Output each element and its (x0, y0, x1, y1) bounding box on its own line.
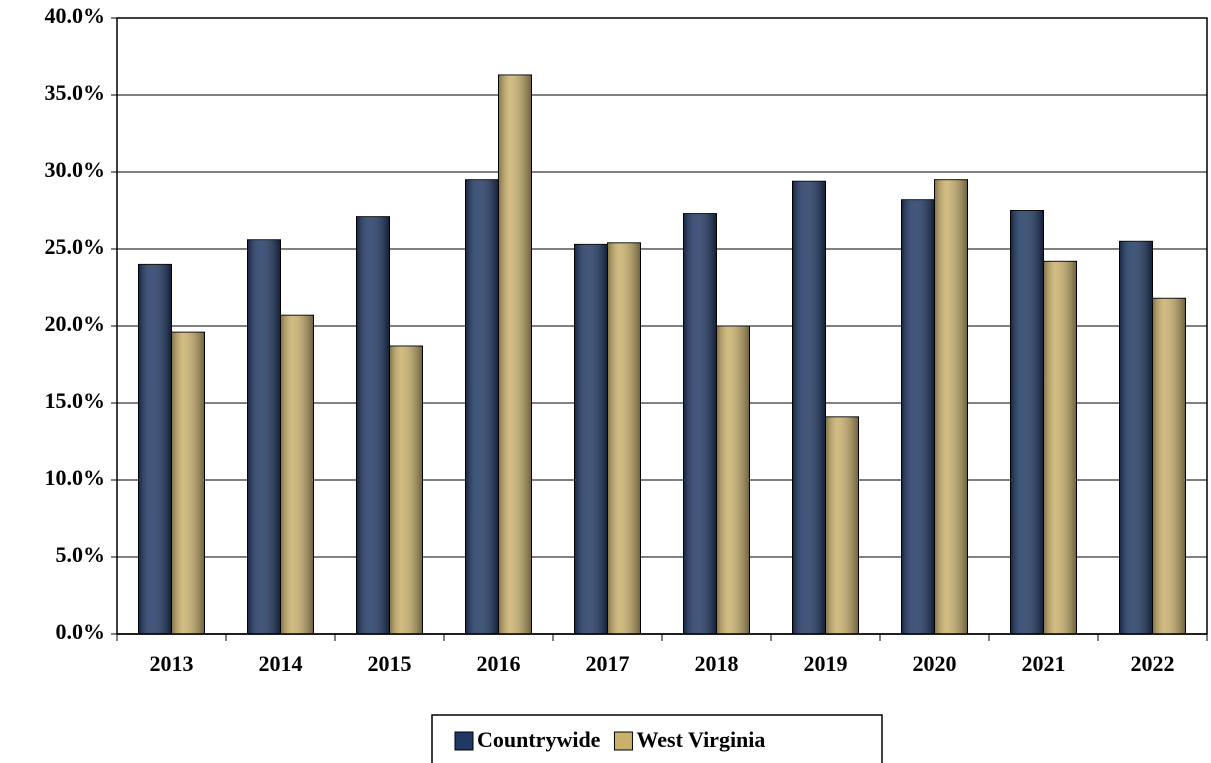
bar-shade (716, 326, 750, 634)
legend-swatch (454, 731, 474, 751)
bar-shade (171, 332, 205, 634)
y-tick-label: 35.0% (45, 80, 106, 105)
y-tick-label: 20.0% (45, 311, 106, 336)
bar-shade (574, 244, 608, 634)
x-tick-label: 2015 (368, 651, 412, 676)
bar-shade (465, 179, 499, 634)
bar-shade (934, 179, 968, 634)
legend-label: Countrywide (477, 727, 601, 752)
x-tick-label: 2018 (695, 651, 739, 676)
x-tick-label: 2014 (259, 651, 303, 676)
bar-shade (901, 199, 935, 634)
x-tick-label: 2016 (477, 651, 521, 676)
bar-shade (825, 416, 859, 634)
bar-shade (138, 264, 172, 634)
y-tick-label: 40.0% (45, 3, 106, 28)
bar-shade (607, 242, 641, 634)
y-tick-label: 25.0% (45, 234, 106, 259)
y-tick-label: 0.0% (56, 619, 106, 644)
bar-shade (683, 213, 717, 634)
bar-shade (1043, 261, 1077, 634)
bar-shade (1152, 298, 1186, 634)
bar-shade (389, 346, 423, 634)
bar-shade (1119, 241, 1153, 635)
bar-shade (1010, 210, 1044, 634)
bar-shade (356, 216, 390, 634)
x-tick-label: 2013 (150, 651, 194, 676)
y-tick-label: 30.0% (45, 157, 106, 182)
y-tick-label: 10.0% (45, 465, 106, 490)
x-tick-label: 2021 (1022, 651, 1066, 676)
x-tick-label: 2017 (586, 651, 630, 676)
y-tick-label: 5.0% (56, 542, 106, 567)
bar-shade (247, 239, 281, 634)
y-tick-label: 15.0% (45, 388, 106, 413)
bar-shade (792, 181, 826, 635)
x-tick-label: 2019 (804, 651, 848, 676)
legend-label: West Virginia (636, 727, 765, 752)
x-tick-label: 2020 (913, 651, 957, 676)
bar-shade (280, 315, 314, 634)
x-tick-label: 2022 (1131, 651, 1175, 676)
legend-box (431, 714, 883, 763)
legend-swatch (613, 731, 633, 751)
bar-shade (498, 74, 532, 635)
